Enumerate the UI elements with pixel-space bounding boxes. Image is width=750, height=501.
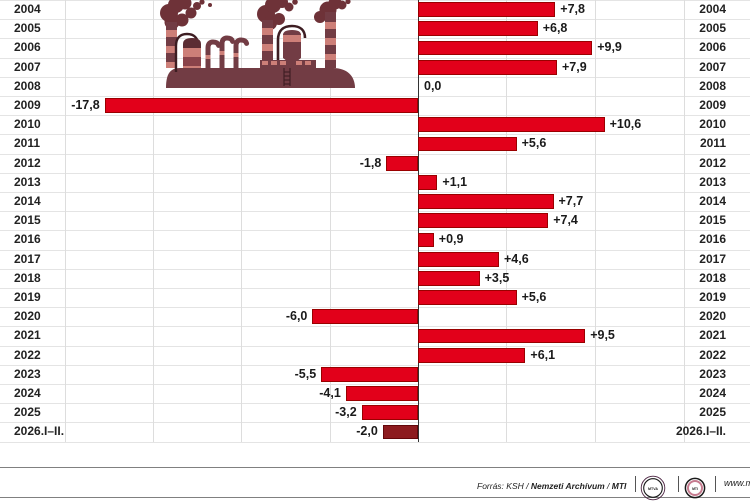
svg-text:MTVA: MTVA <box>648 487 658 491</box>
svg-text:MTI: MTI <box>692 487 698 491</box>
